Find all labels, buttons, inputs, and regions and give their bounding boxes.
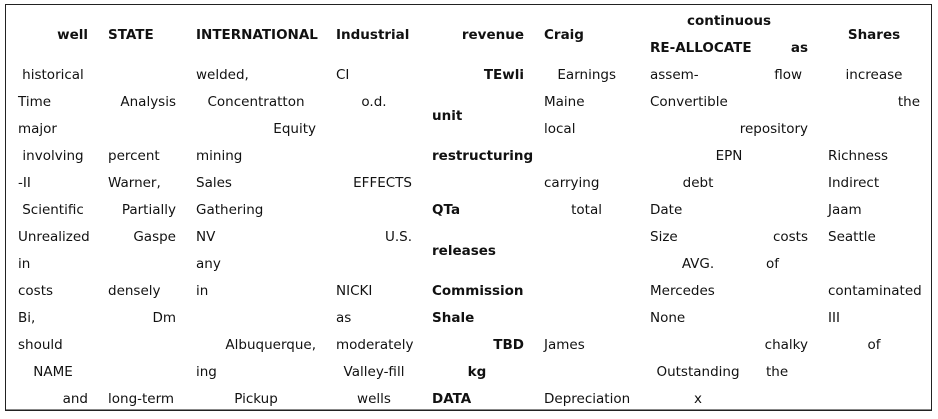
cell: repository xyxy=(739,121,808,137)
header-craig: Craig xyxy=(544,27,584,43)
cell: flow xyxy=(774,67,802,83)
header-industrial: Industrial xyxy=(336,27,410,43)
cell: unit xyxy=(432,108,463,124)
cell: long-term xyxy=(108,391,175,407)
cell: Time xyxy=(18,94,52,110)
cell: x xyxy=(694,391,702,407)
cell: Richness xyxy=(828,148,889,164)
cell: EPN xyxy=(715,148,743,164)
cell: Maine xyxy=(544,94,585,110)
cell: Pickup xyxy=(234,391,278,407)
cell: increase xyxy=(845,67,903,83)
cell: Analysis xyxy=(120,94,176,110)
cell: historical xyxy=(22,67,84,83)
cell: Date xyxy=(650,202,683,218)
cell: Size xyxy=(650,229,678,245)
cell: as xyxy=(336,310,352,326)
cell: Valley-fill xyxy=(343,364,405,380)
cell: Jaam xyxy=(828,202,862,218)
cell: Convertible xyxy=(650,94,728,110)
cell: NV xyxy=(196,229,216,245)
header-international: INTERNATIONAL xyxy=(196,27,318,43)
cell: AVG. xyxy=(681,256,715,272)
cell: the xyxy=(766,364,789,380)
cell: Unrealized xyxy=(18,229,90,245)
header-continuous: continuous xyxy=(686,13,772,29)
header-as: as xyxy=(790,40,808,56)
cell: restructuring xyxy=(432,148,534,164)
cell: Equity xyxy=(273,121,316,137)
cell: U.S. xyxy=(384,229,412,245)
cell: any xyxy=(196,256,221,272)
cell: NICKI xyxy=(336,283,373,299)
cell: local xyxy=(544,121,576,137)
cell: Scientific xyxy=(22,202,84,218)
cell: releases xyxy=(432,243,496,259)
header-shares: Shares xyxy=(847,27,901,43)
cell: Earnings xyxy=(557,67,616,83)
cell: TEwli xyxy=(483,67,524,83)
cell: densely xyxy=(108,283,161,299)
cell: Depreciation xyxy=(544,391,631,407)
cell: James xyxy=(544,337,585,353)
cell: assem- xyxy=(650,67,699,83)
cell: ing xyxy=(196,364,217,380)
cell: the xyxy=(897,94,920,110)
cell: Gaspe xyxy=(133,229,176,245)
cell: III xyxy=(828,310,840,326)
cell: Albuquerque, xyxy=(225,337,316,353)
cell: involving xyxy=(22,148,84,164)
cell: Indirect xyxy=(828,175,880,191)
cell: in xyxy=(196,283,209,299)
cell: Outstanding xyxy=(656,364,740,380)
cell: o.d. xyxy=(361,94,387,110)
table-frame xyxy=(5,4,932,411)
header-revenue: revenue xyxy=(461,27,524,43)
cell: NAME xyxy=(33,364,73,380)
cell: QTa xyxy=(432,202,461,218)
cell: TBD xyxy=(493,337,524,353)
cell: in xyxy=(18,256,31,272)
header-state: STATE xyxy=(108,27,154,43)
cell: Concentratton xyxy=(207,94,305,110)
cell: Commission xyxy=(432,283,524,299)
cell: CI xyxy=(336,67,350,83)
cell: major xyxy=(18,121,57,137)
cell: Gathering xyxy=(196,202,264,218)
cell: carrying xyxy=(544,175,600,191)
cell: chalky xyxy=(764,337,808,353)
cell: Mercedes xyxy=(650,283,715,299)
cell: EFFECTS xyxy=(353,175,412,191)
cell: should xyxy=(18,337,63,353)
cell: welded, xyxy=(196,67,249,83)
cell: total xyxy=(571,202,602,218)
cell: Shale xyxy=(432,310,475,326)
cell: Bi, xyxy=(18,310,36,326)
cell: of xyxy=(766,256,780,272)
cell: costs xyxy=(772,229,808,245)
cell: wells xyxy=(357,391,391,407)
cell: Warner, xyxy=(108,175,161,191)
cell: DATA xyxy=(432,391,472,407)
cell: Sales xyxy=(196,175,232,191)
header-reallocate: RE-ALLOCATE xyxy=(650,40,752,56)
cell: moderately xyxy=(336,337,414,353)
cell: contaminated xyxy=(828,283,922,299)
cell: costs xyxy=(18,283,54,299)
cell: mining xyxy=(196,148,243,164)
cell: and xyxy=(62,391,88,407)
cell: Seattle xyxy=(828,229,876,245)
cell: of xyxy=(867,337,881,353)
cell: debt xyxy=(682,175,714,191)
header-well: well xyxy=(57,27,88,43)
cell: Dm xyxy=(152,310,176,326)
cell: kg xyxy=(467,364,487,380)
cell: None xyxy=(650,310,686,326)
cell: -II xyxy=(18,175,31,191)
cell: Partially xyxy=(121,202,176,218)
cell: percent xyxy=(108,148,160,164)
